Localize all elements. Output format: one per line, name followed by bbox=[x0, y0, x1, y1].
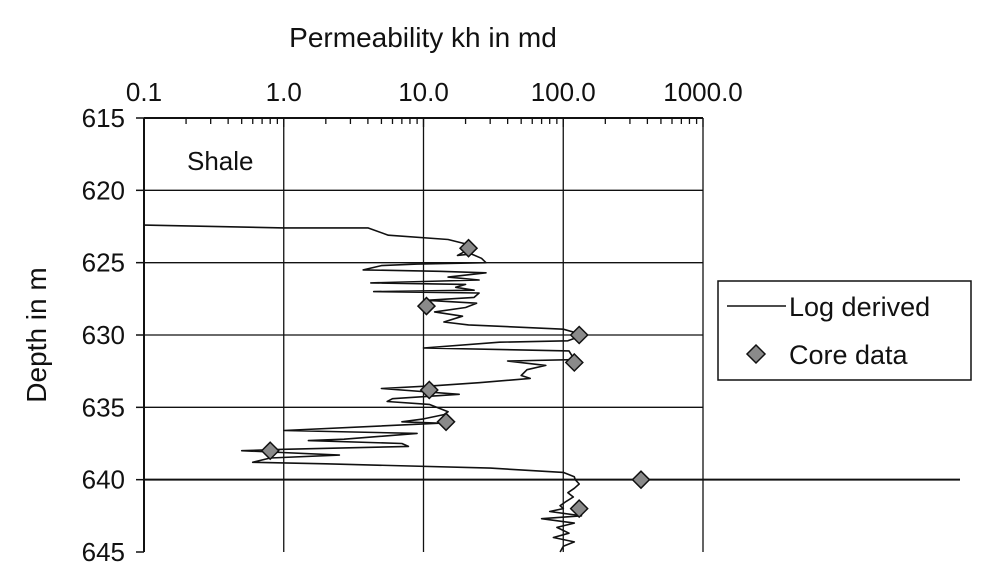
x-tick-label: 100.0 bbox=[531, 77, 596, 107]
y-tick-label: 625 bbox=[82, 248, 125, 278]
legend-box bbox=[717, 280, 972, 381]
x-tick-label: 10.0 bbox=[398, 77, 449, 107]
core-data-point bbox=[569, 325, 589, 345]
legend-label-log-derived: Log derived bbox=[789, 292, 930, 322]
x-tick-label: 1000.0 bbox=[663, 77, 743, 107]
core-data-point bbox=[436, 412, 456, 432]
axes bbox=[136, 117, 704, 553]
core-data-point bbox=[458, 238, 479, 258]
core-data-point bbox=[416, 296, 437, 316]
core-data-point bbox=[260, 441, 280, 461]
x-tick-label: 0.1 bbox=[126, 77, 162, 107]
x-tick-label: 1.0 bbox=[266, 77, 302, 107]
legend-diamond-swatch bbox=[745, 343, 767, 365]
y-tick-label: 645 bbox=[82, 537, 125, 564]
legend-label-core-data: Core data bbox=[789, 340, 909, 370]
y-axis-label: Depth in m bbox=[21, 267, 52, 402]
shale-annotation: Shale bbox=[187, 146, 254, 176]
y-tick-label: 640 bbox=[82, 465, 125, 495]
y-tick-label: 635 bbox=[82, 392, 125, 422]
tick-labels: 0.1 1.0 10.0 100.0 1000.0 615 620 625 630 635 640 6… bbox=[82, 77, 743, 564]
y-tick-label: 620 bbox=[82, 175, 125, 205]
legend: Log derived Core data bbox=[717, 280, 972, 381]
y-tick-label: 630 bbox=[82, 320, 125, 350]
core-data-point bbox=[631, 470, 651, 490]
grid-lines bbox=[144, 118, 960, 552]
series-layer bbox=[143, 224, 651, 553]
y-tick-label: 615 bbox=[82, 103, 125, 133]
chart-title: Permeability kh in md bbox=[289, 22, 557, 53]
core-data-point bbox=[564, 352, 584, 373]
series-line-log-derived bbox=[143, 224, 585, 553]
core-data-point bbox=[419, 380, 439, 400]
core-data-point bbox=[569, 499, 589, 519]
